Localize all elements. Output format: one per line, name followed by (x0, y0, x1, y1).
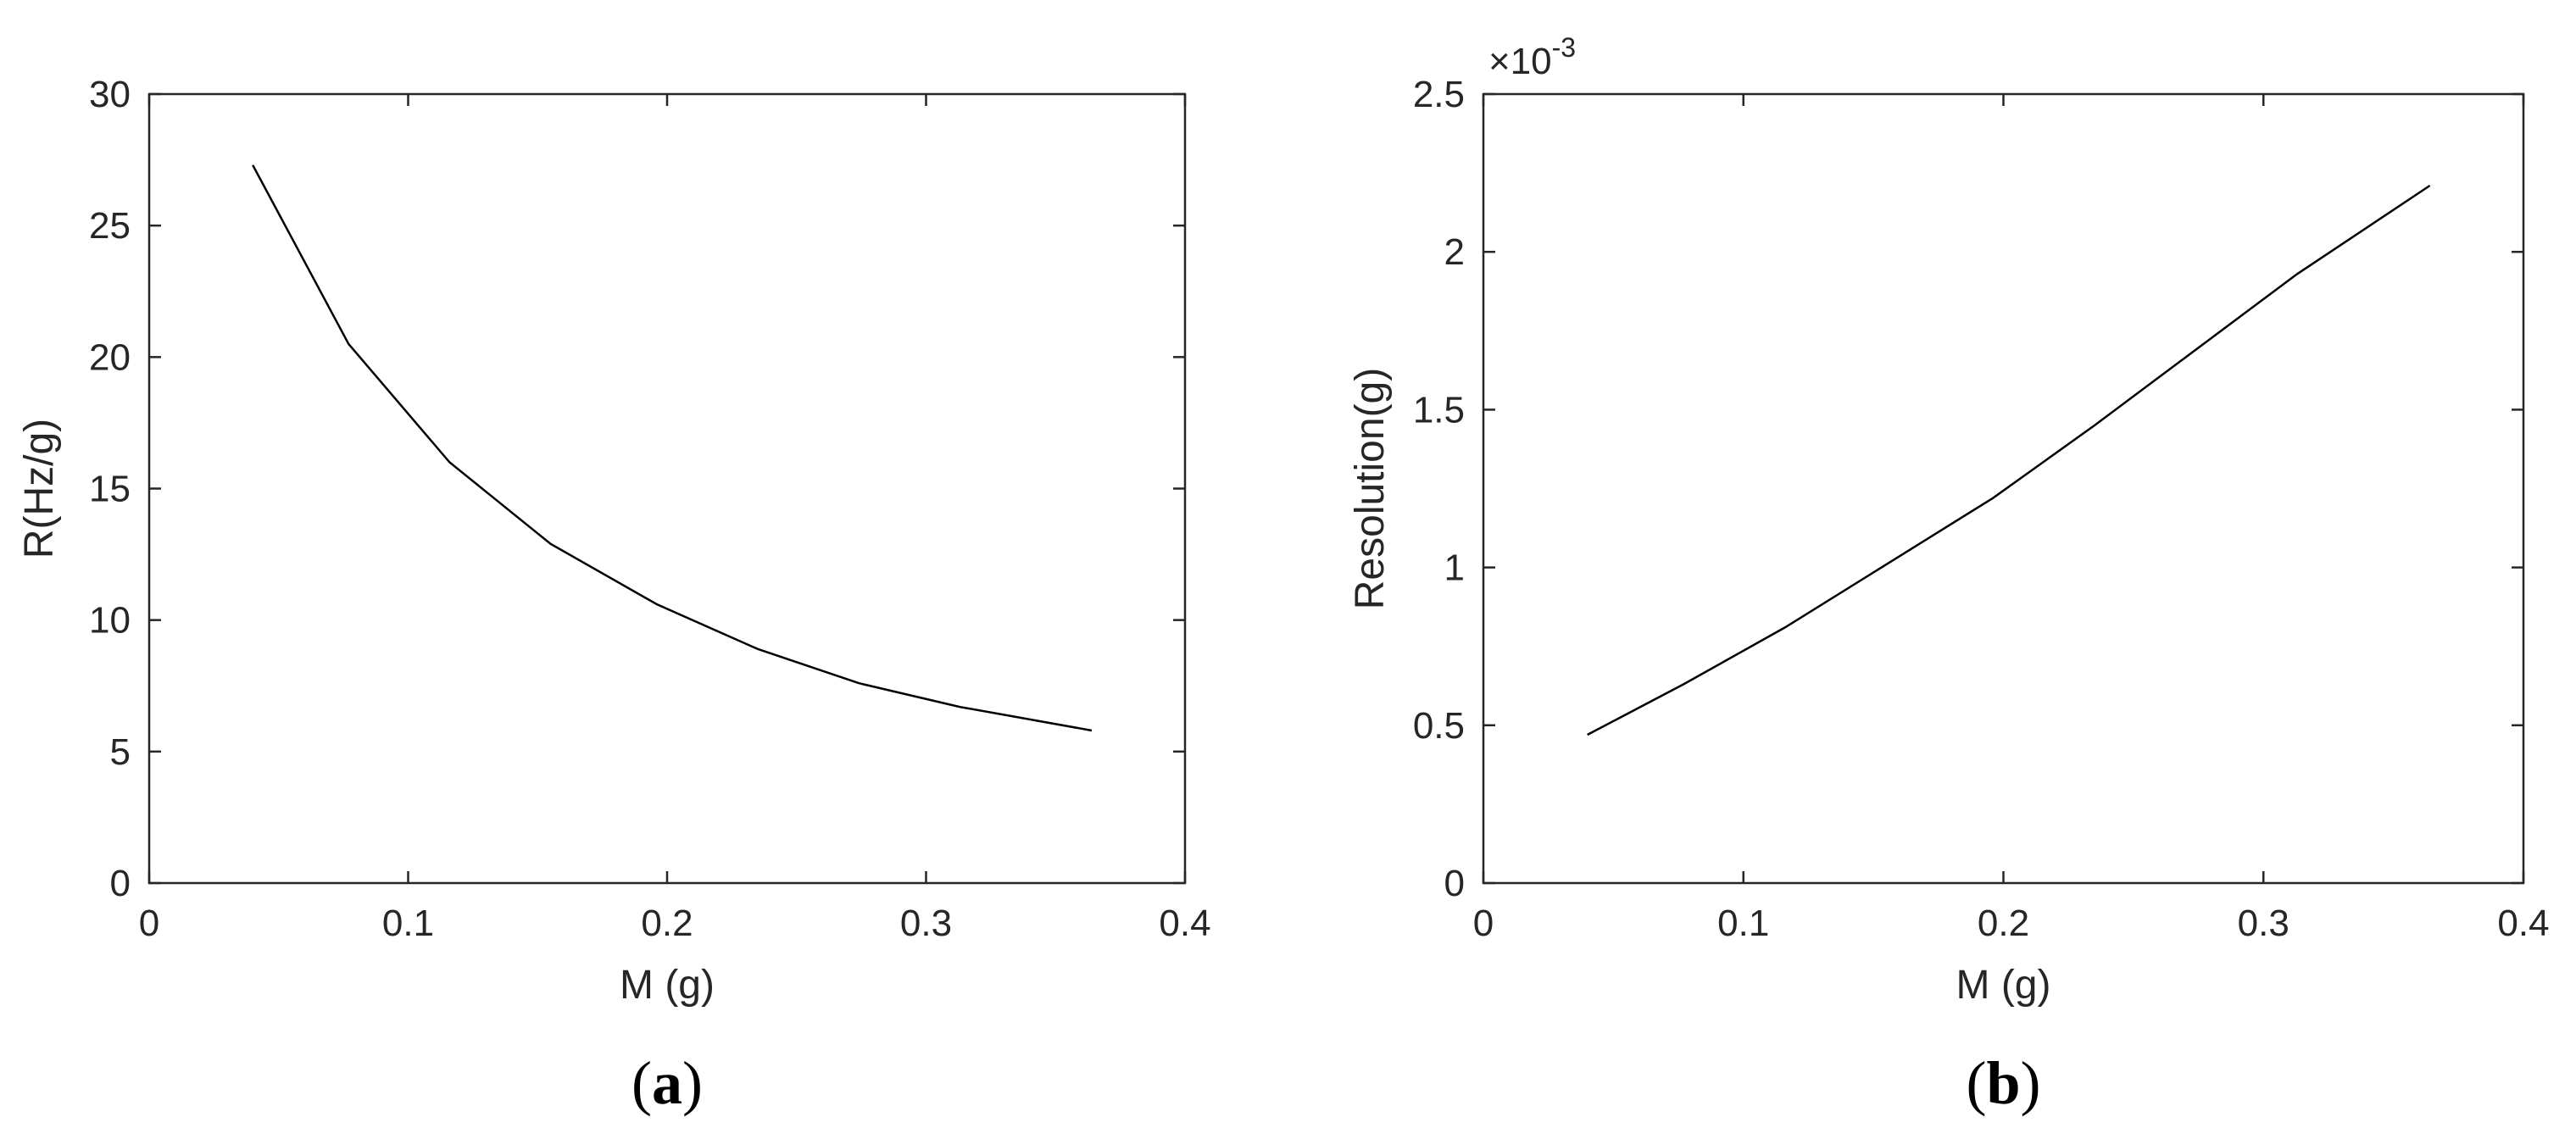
ticks-a: 0 0.1 0.2 0.3 0.4 0 5 10 15 20 25 30 (89, 74, 1211, 944)
y-tick-label-b-1: 0.5 (1413, 705, 1465, 747)
series-line-b (1587, 184, 2431, 736)
x-tick-label-a-4: 0.4 (1159, 903, 1210, 944)
series-line-a (252, 164, 1093, 732)
chart-panel-b: 0 0.1 0.2 0.3 0.4 0 0.5 1 1.5 2 2.5 M (g) Resoluti… (1348, 32, 2550, 1117)
x-tick-label-b-1: 0.1 (1717, 903, 1769, 944)
ticks-b: 0 0.1 0.2 0.3 0.4 0 0.5 1 1.5 2 2.5 (1413, 74, 2550, 944)
exponent-base-b: ×10 (1488, 41, 1552, 82)
y-tick-label-a-2: 10 (89, 600, 131, 642)
x-tick-label-a-0: 0 (139, 903, 159, 944)
y-tick-label-b-5: 2.5 (1413, 74, 1465, 115)
y-tick-label-a-3: 15 (89, 469, 131, 510)
x-axis-label-a: M (g) (620, 963, 715, 1008)
x-tick-label-b-0: 0 (1473, 903, 1494, 944)
y-axis-label-a: R(Hz/g) (17, 419, 62, 558)
y-tick-label-b-3: 1.5 (1413, 389, 1465, 431)
x-tick-label-a-2: 0.2 (641, 903, 693, 944)
y-tick-label-a-1: 5 (110, 731, 131, 773)
x-tick-label-b-2: 0.2 (1978, 903, 2029, 944)
y-axis-exponent-b: ×10-3 (1488, 32, 1576, 82)
y-tick-label-b-2: 1 (1444, 547, 1465, 589)
y-tick-label-a-0: 0 (110, 863, 131, 904)
x-tick-label-a-1: 0.1 (382, 903, 434, 944)
panel-letter-a: a (652, 1049, 682, 1117)
y-tick-label-a-5: 25 (89, 205, 131, 247)
y-tick-label-b-0: 0 (1444, 863, 1465, 904)
panel-label-a: (a) (631, 1049, 703, 1117)
x-tick-label-b-3: 0.3 (2238, 903, 2289, 944)
x-tick-label-b-4: 0.4 (2497, 903, 2549, 944)
y-tick-label-a-6: 30 (89, 74, 131, 115)
x-tick-label-a-3: 0.3 (900, 903, 952, 944)
exponent-power-b: -3 (1552, 32, 1576, 63)
y-tick-label-a-4: 20 (89, 336, 131, 378)
panel-label-b: (b) (1966, 1049, 2040, 1117)
y-tick-label-b-4: 2 (1444, 231, 1465, 273)
y-axis-label-b: Resolution(g) (1348, 368, 1393, 609)
x-axis-label-b: M (g) (1956, 963, 2051, 1008)
panel-letter-b: b (1986, 1049, 2020, 1117)
